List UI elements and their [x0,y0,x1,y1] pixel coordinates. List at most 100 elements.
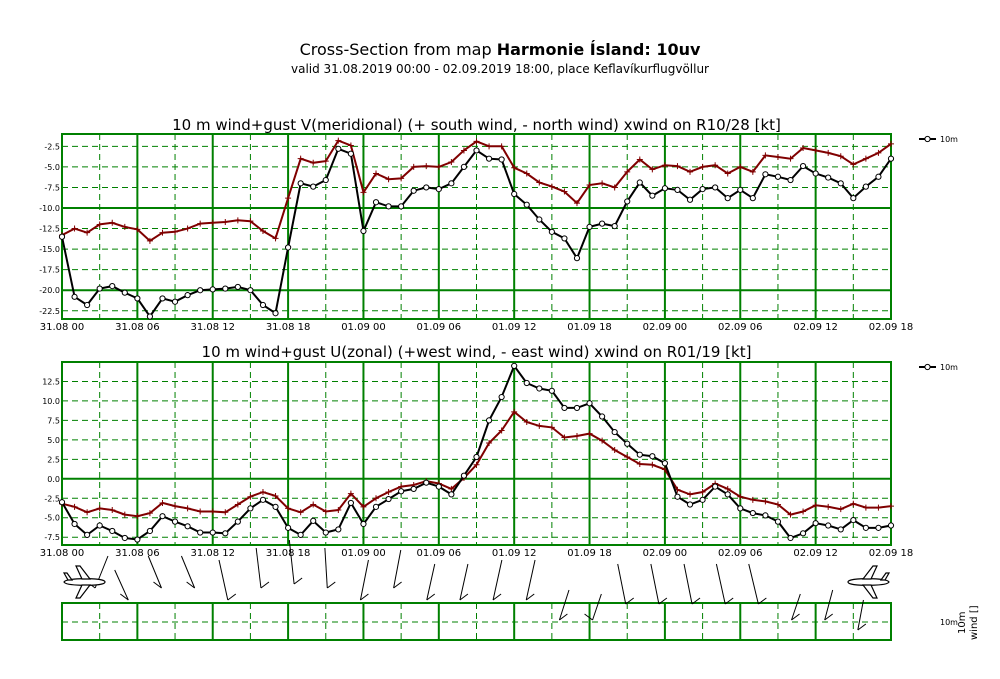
data-point-10m [536,385,543,392]
y-tick-label: -5.0 [44,163,60,172]
data-point-gust [373,495,380,502]
y-tick-label: 5.0 [47,436,60,445]
data-point-gust [561,434,568,441]
data-point-10m [121,534,128,542]
data-point-10m [837,526,844,533]
data-point-gust [310,159,317,166]
data-point-10m [850,516,857,524]
data-point-10m [674,186,681,194]
data-point-10m [184,292,191,299]
data-point-gust [197,508,204,515]
y-tick-label: 2.5 [47,455,60,464]
data-point-10m [398,203,405,210]
data-point-10m [749,195,756,202]
x-tick-label: 31.08 12 [190,322,235,333]
data-point-gust [310,501,317,508]
data-point-10m [423,184,430,191]
data-point-gust [749,168,756,175]
data-point-gust [134,226,141,233]
data-point-gust [285,195,292,202]
y-tick-label: -15.0 [39,245,60,254]
x-tick-label: 02.09 12 [793,322,838,333]
wind-barb-panel: 10m 10m wind [] [61,539,980,641]
y-tick-label: 10.0 [42,397,60,406]
y-tick-label: 0.0 [47,475,60,484]
data-point-gust [586,430,593,437]
wind-barb-staff [255,547,262,589]
data-point-gust [523,418,530,425]
data-point-10m [460,163,468,170]
data-point-gust [561,188,568,195]
data-point-gust [460,147,467,154]
data-point-10m [171,518,179,525]
wind-barb-feather [857,623,867,631]
wind-barb-staff [824,589,834,621]
wind-barb-feather [824,613,833,621]
data-point-10m [749,509,756,517]
y-tick-label: -7.5 [44,183,60,192]
data-point-gust [272,492,279,499]
wind-barb-feather [724,597,734,605]
data-point-10m [799,162,807,170]
data-point-10m [272,503,279,510]
data-point-gust [347,142,354,149]
y-tick-label: -20.0 [39,286,60,295]
data-point-gust [84,229,91,236]
data-point-10m [536,216,543,223]
data-point-gust [737,163,744,170]
data-point-10m [71,520,78,528]
data-point-gust [109,506,116,513]
data-point-gust [712,162,719,169]
data-point-gust [536,422,543,429]
wind-barb-feather [326,581,336,589]
data-point-10m [310,183,317,190]
data-point-gust [473,138,480,145]
data-point-10m [259,496,267,503]
data-point-10m [410,187,417,194]
data-point-10m [812,520,819,527]
airplane-tail [62,572,74,581]
data-point-gust [234,217,241,224]
data-point-gust [599,437,606,444]
data-point-10m [71,293,78,300]
legend-marker [924,135,931,143]
wind-barb-feather [227,593,237,601]
data-point-10m [624,440,631,447]
data-point-gust [636,156,643,163]
data-point-gust [687,168,694,175]
plot-frame [61,133,892,320]
data-point-10m [435,483,442,490]
data-point-10m [724,195,731,202]
data-point-gust [523,170,530,177]
airplane-icon-right [847,565,891,599]
data-point-10m [96,285,103,292]
airplane-wing-bottom [861,584,878,599]
data-point-10m [649,192,656,199]
data-point-10m [84,301,91,309]
data-point-10m [435,185,442,193]
data-point-gust [636,461,643,468]
data-point-10m [460,472,468,479]
data-point-gust [687,491,694,498]
data-point-10m [272,310,279,317]
wind-barb-feather [625,597,635,605]
data-point-10m [611,222,618,230]
data-point-gust [335,137,342,144]
y-tick-label: -2.5 [44,494,60,503]
wind-barb-staff [180,555,196,589]
data-point-gust [812,147,819,154]
wind-barb-staff [748,563,759,605]
chart-title: 10 m wind+gust U(zonal) (+west wind, - e… [202,343,752,361]
x-tick-label: 01.09 18 [567,322,612,333]
data-point-gust [423,163,430,170]
data-point-10m [561,404,568,412]
data-point-gust [448,158,455,165]
wind-barb-staff [393,549,402,589]
data-point-gust [611,446,618,453]
data-point-10m [674,493,681,500]
data-point-gust [448,485,455,492]
data-point-gust [247,218,254,225]
data-point-10m [297,531,304,538]
wind-barb-staff [218,559,229,601]
data-point-gust [888,503,894,510]
